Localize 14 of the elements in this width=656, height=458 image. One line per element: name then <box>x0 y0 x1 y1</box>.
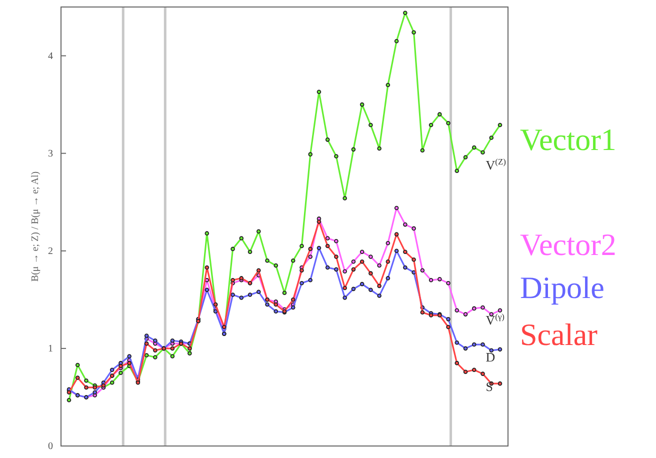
series-label: Vector1 <box>520 122 616 157</box>
y-axis-title: B(μ → e; Z) / B(μ → e; Al) <box>30 171 41 282</box>
y-tick-label: 4 <box>48 50 53 62</box>
series-label: Dipole <box>520 270 604 305</box>
annotation: D <box>486 350 496 365</box>
y-tick-label: 3 <box>48 148 53 160</box>
y-tick-label: 0 <box>48 441 53 452</box>
y-tick-label: 1 <box>48 344 53 355</box>
annotation: V$^{(γ)}$ <box>486 311 505 328</box>
annotation: S <box>486 378 493 394</box>
annotation: V$^{(Z)}$ <box>486 156 506 172</box>
y-tick-label: 2 <box>48 246 53 258</box>
series-label: Vector2 <box>520 227 616 262</box>
series-label: Scalar <box>520 317 598 352</box>
